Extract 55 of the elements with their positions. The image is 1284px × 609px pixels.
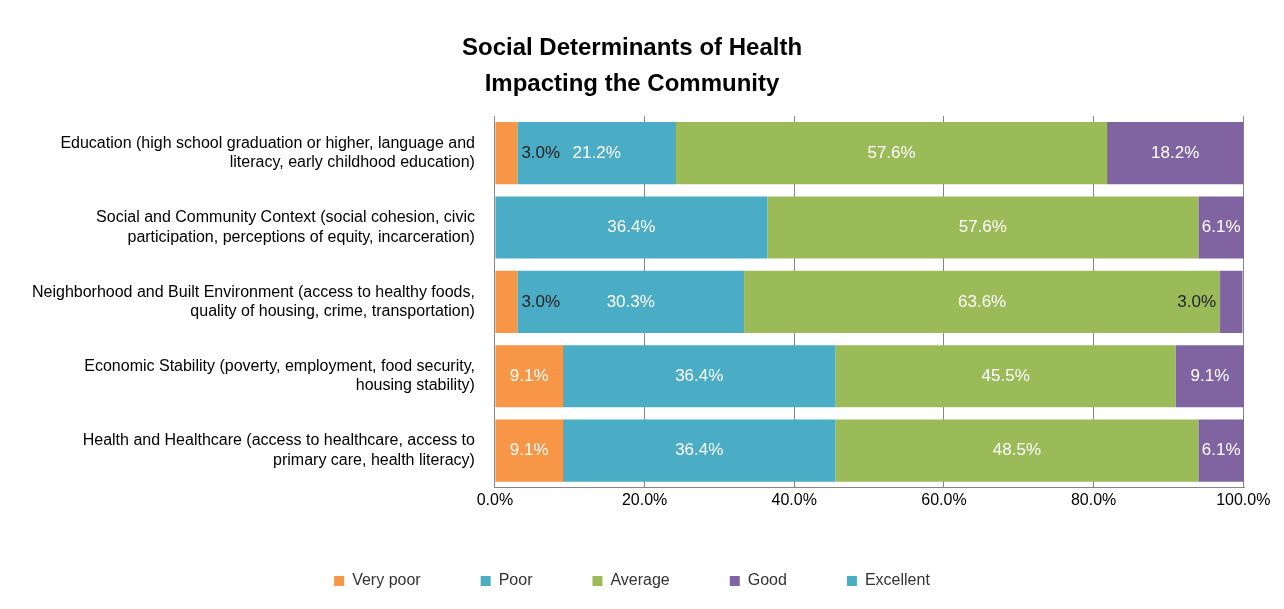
data-label: 36.4% [607,217,656,237]
x-tick-label: 100.0% [1216,490,1271,508]
bar [495,419,564,482]
bar [835,345,1176,408]
data-label: 36.4% [675,365,724,385]
data-label: 6.1% [1201,217,1241,237]
y-tick-label: Economic Stability (poverty, employment, food security, housing stability) [84,357,475,394]
data-label: 3.0% [521,291,561,311]
legend-label: Very poor [352,571,422,589]
data-label: 18.2% [1151,142,1200,162]
data-label: 48.5% [992,440,1041,460]
chart-title: Social Determinants of Health Impacting the Community [461,32,803,96]
y-tick-label: Health and Healthcare (access to healthcare, access to primary care, health literacy) [82,431,476,468]
data-label: 6.1% [1201,440,1241,460]
legend-label: Excellent [864,571,931,589]
bar [563,419,836,482]
data-label: 21.2% [572,142,621,162]
legend-label: Average [610,571,670,589]
bar [744,270,1221,333]
data-label: 3.0% [521,142,561,162]
bar [495,122,518,185]
data-label: 36.4% [675,440,724,460]
bar [1175,345,1244,408]
x-tick-label: 0.0% [476,490,514,508]
legend-label: Poor [498,571,534,589]
bar [676,122,1108,185]
bar [563,345,836,408]
bar [1198,196,1244,259]
data-label: 63.6% [957,291,1007,311]
legend-label: Good [747,571,787,589]
bar [517,122,677,185]
bar [835,419,1199,482]
y-tick-label: Neighborhood and Built Environment (access to healthy foods, quality of housing, crime, transportation) [31,282,475,319]
bar [495,196,768,259]
x-tick-label: 40.0% [771,490,817,508]
x-tick-label: 80.0% [1070,490,1117,508]
data-label: 45.5% [981,365,1030,385]
data-label: 9.1% [1190,365,1230,385]
bar [1220,270,1243,333]
data-label: 57.6% [958,217,1007,237]
x-tick-label: 20.0% [621,490,668,508]
data-label: 9.1% [509,440,549,460]
data-label: 9.1% [509,365,549,385]
bar [495,345,564,408]
bar [767,196,1199,259]
bar [1198,419,1244,482]
bar [495,270,518,333]
x-tick-label: 60.0% [921,490,967,508]
data-label: 30.3% [606,291,655,311]
data-label: 57.6% [867,142,916,162]
y-tick-label: Social and Community Context (social cohesion, civic participation, perceptions of equity, incarceration) [96,208,475,245]
bar [1107,122,1244,185]
data-label: 3.0% [1177,291,1217,311]
bar [517,270,745,333]
y-tick-label: Education (high school graduation or higher, language and literacy, early childhood education) [60,133,475,171]
